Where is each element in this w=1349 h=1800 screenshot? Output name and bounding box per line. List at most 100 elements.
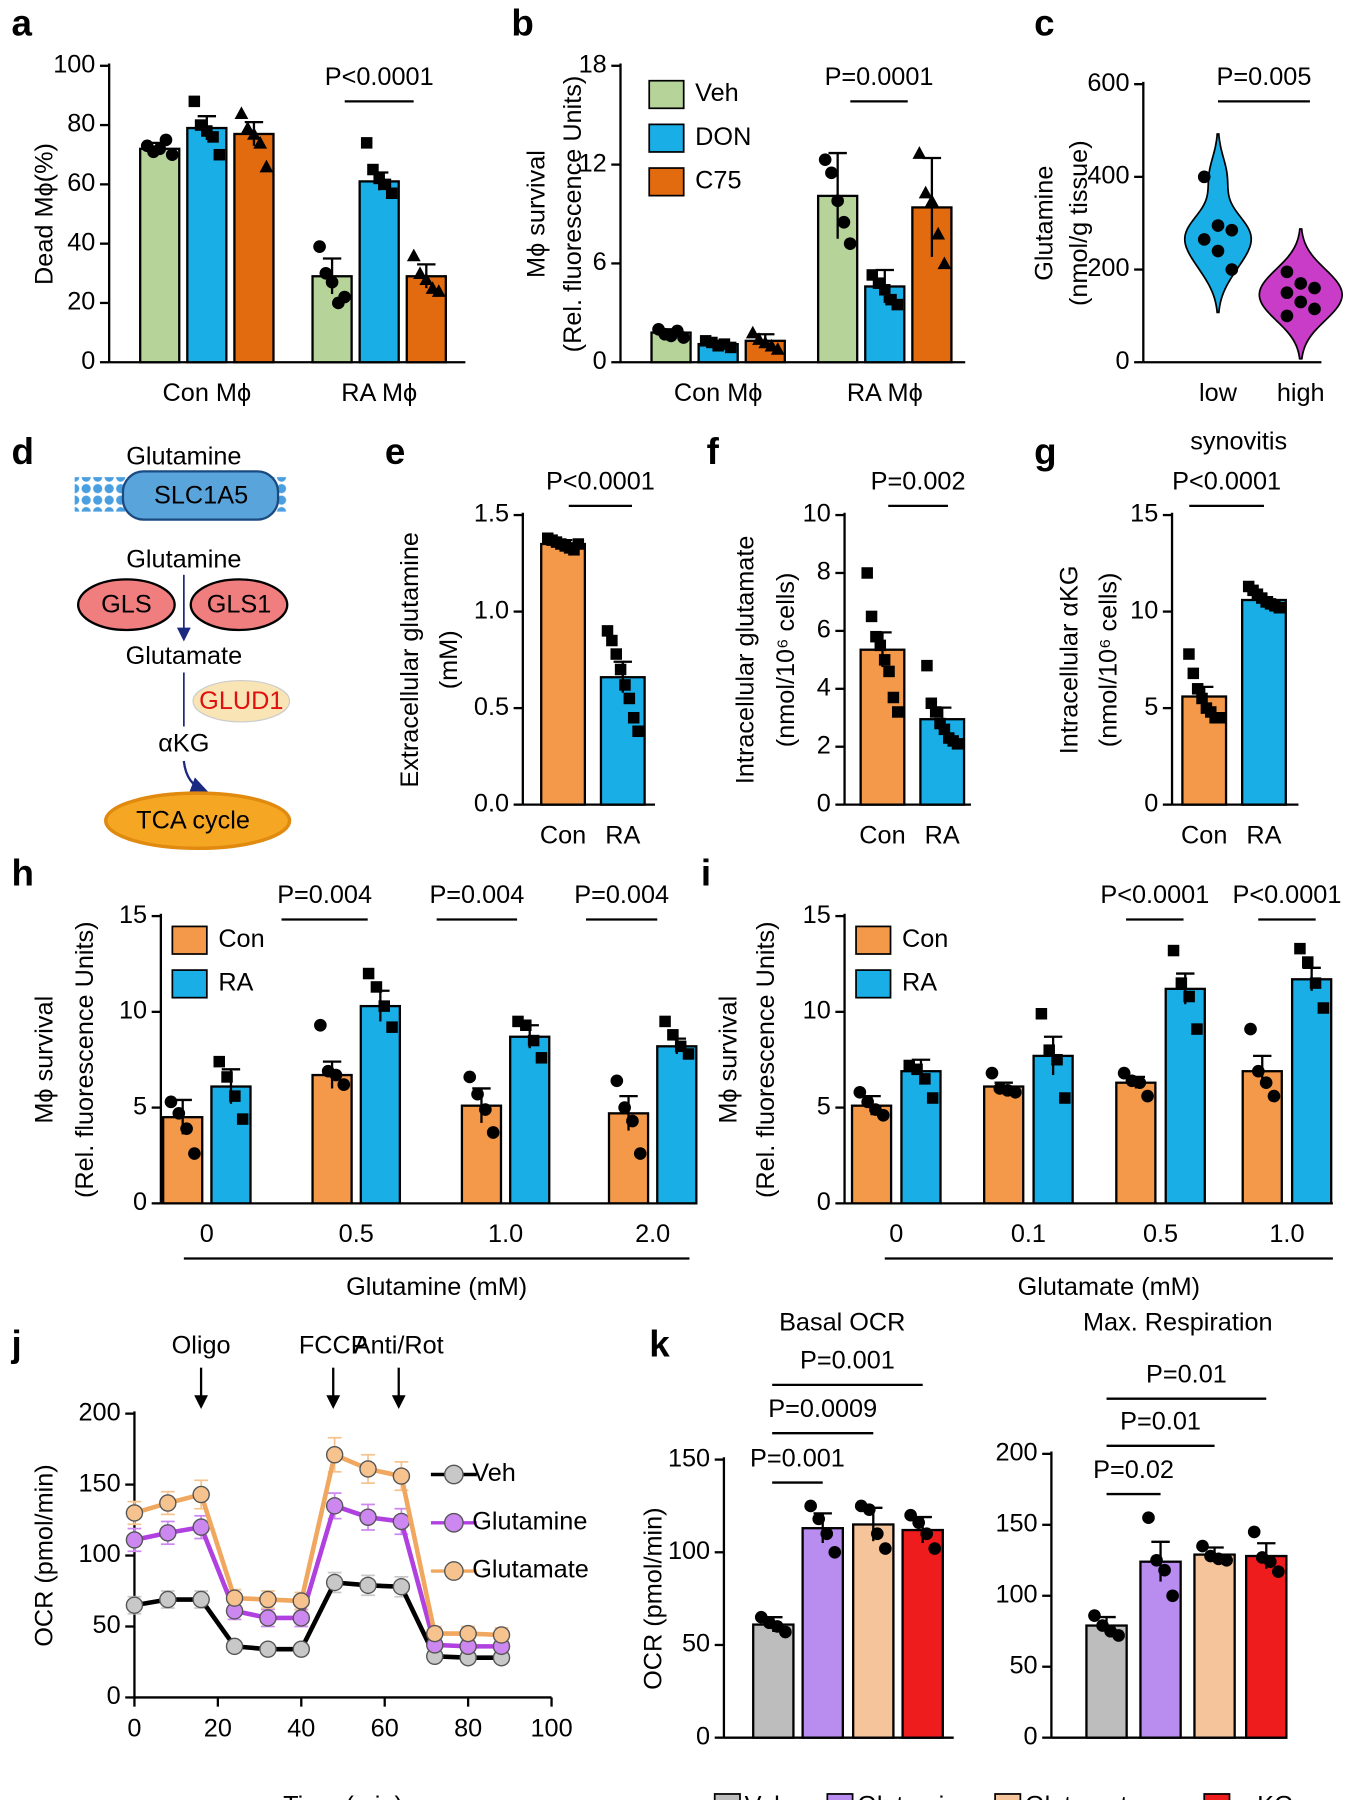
data-point	[804, 1499, 817, 1513]
y-axis-label: Dead Mϕ(%)	[31, 143, 59, 285]
data-point	[125, 1504, 144, 1522]
data-point	[892, 706, 904, 718]
legend-swatch	[994, 1793, 1022, 1800]
data-point	[659, 1015, 671, 1028]
treatment-label: Anti/Rot	[354, 1332, 444, 1360]
node-label: Glutamate	[126, 642, 243, 670]
data-point	[926, 1092, 939, 1104]
legend-marker	[443, 1561, 464, 1581]
data-point	[359, 1508, 377, 1526]
legend-swatch	[826, 1793, 854, 1800]
data-point	[745, 325, 760, 339]
data-point	[325, 275, 339, 289]
data-point	[938, 723, 951, 736]
data-point	[213, 148, 226, 161]
data-point	[870, 1527, 884, 1541]
data-point	[627, 712, 640, 724]
y-tick-label: 0.5	[474, 693, 509, 721]
data-point	[492, 1626, 511, 1644]
bar	[859, 648, 906, 806]
data-point	[866, 269, 879, 281]
node-label: SLC1A5	[154, 481, 248, 509]
violin	[1258, 228, 1343, 360]
y-tick-label: 100	[78, 1540, 120, 1568]
data-point	[360, 137, 373, 149]
chart-title: Basal OCR	[779, 1309, 905, 1337]
data-point	[828, 1545, 842, 1559]
y-tick-label: 10	[119, 997, 147, 1025]
data-point	[718, 338, 731, 350]
x-tick-label: 60	[371, 1714, 399, 1742]
data-point	[1267, 1089, 1281, 1103]
data-point	[706, 336, 718, 349]
y-tick-label: 200	[78, 1398, 120, 1426]
series-line	[133, 1451, 502, 1638]
x-tick-label: 0.5	[339, 1220, 374, 1248]
p-value: P=0.004	[574, 881, 669, 909]
bar	[1085, 1624, 1128, 1739]
y-tick-label: 0	[817, 789, 831, 817]
data-point	[887, 691, 900, 704]
data-point	[1183, 648, 1195, 660]
data-point	[1308, 302, 1321, 316]
data-point	[459, 1624, 477, 1643]
bar	[540, 542, 587, 806]
y-tick-label: 10	[1130, 596, 1158, 624]
data-point	[1141, 1089, 1154, 1103]
legend-label: Con	[218, 925, 264, 953]
data-point	[623, 692, 636, 705]
node-label: αKG	[158, 730, 209, 758]
legend-label: Veh	[695, 79, 739, 107]
panel-label: e	[385, 431, 405, 472]
data-point	[253, 135, 268, 149]
treatment-label: Oligo	[172, 1332, 231, 1360]
data-point	[568, 544, 580, 556]
data-point	[985, 1066, 999, 1080]
y-tick-label: 100	[995, 1580, 1037, 1608]
legend-marker	[443, 1512, 464, 1533]
data-point	[870, 630, 882, 643]
data-point	[770, 342, 785, 355]
p-value: P=0.001	[750, 1444, 845, 1472]
data-point	[329, 1068, 343, 1082]
x-axis-label: Time (min)	[283, 1791, 403, 1800]
y-tick-label: 5	[1144, 693, 1158, 721]
x-tick-label: 2.0	[635, 1220, 670, 1248]
y-tick-label: 0	[817, 1188, 831, 1216]
y-tick-label: 50	[1009, 1651, 1037, 1679]
x-tick-label: 1.0	[488, 1220, 523, 1248]
node-label: Glutamine	[126, 546, 241, 574]
bar	[1290, 978, 1333, 1205]
y-tick-label: 0	[1144, 789, 1158, 817]
arrow-head	[326, 1395, 341, 1410]
y-tick-label: 200	[995, 1439, 1037, 1467]
data-point	[667, 1029, 679, 1041]
data-point	[1211, 244, 1225, 258]
data-point	[1133, 1076, 1147, 1090]
data-point	[338, 290, 351, 304]
y-tick-label: 200	[1087, 254, 1129, 282]
data-point	[1088, 1609, 1101, 1622]
y-axis-label: OCR (pmol/min)	[31, 1464, 59, 1646]
data-point	[370, 981, 383, 993]
data-point	[247, 127, 261, 140]
data-point	[1183, 990, 1195, 1003]
data-point	[259, 1640, 277, 1658]
data-point	[879, 284, 891, 296]
y-tick-label: 0	[1024, 1722, 1038, 1750]
data-point	[610, 1074, 624, 1088]
data-point	[259, 1590, 277, 1609]
y-axis-label: OCR (pmol/min)	[640, 1507, 668, 1690]
data-point	[872, 277, 885, 289]
panel-label: b	[511, 2, 533, 43]
p-value: P=0.01	[1146, 1360, 1227, 1388]
data-point	[527, 1034, 540, 1047]
p-value: P=0.001	[800, 1347, 895, 1375]
y-tick-label: 600	[1087, 69, 1129, 97]
data-point	[153, 142, 167, 156]
x-tick-label: 0	[889, 1220, 903, 1248]
data-point	[572, 538, 585, 550]
data-point	[619, 679, 631, 691]
data-point	[520, 1019, 532, 1031]
data-point	[165, 148, 179, 162]
